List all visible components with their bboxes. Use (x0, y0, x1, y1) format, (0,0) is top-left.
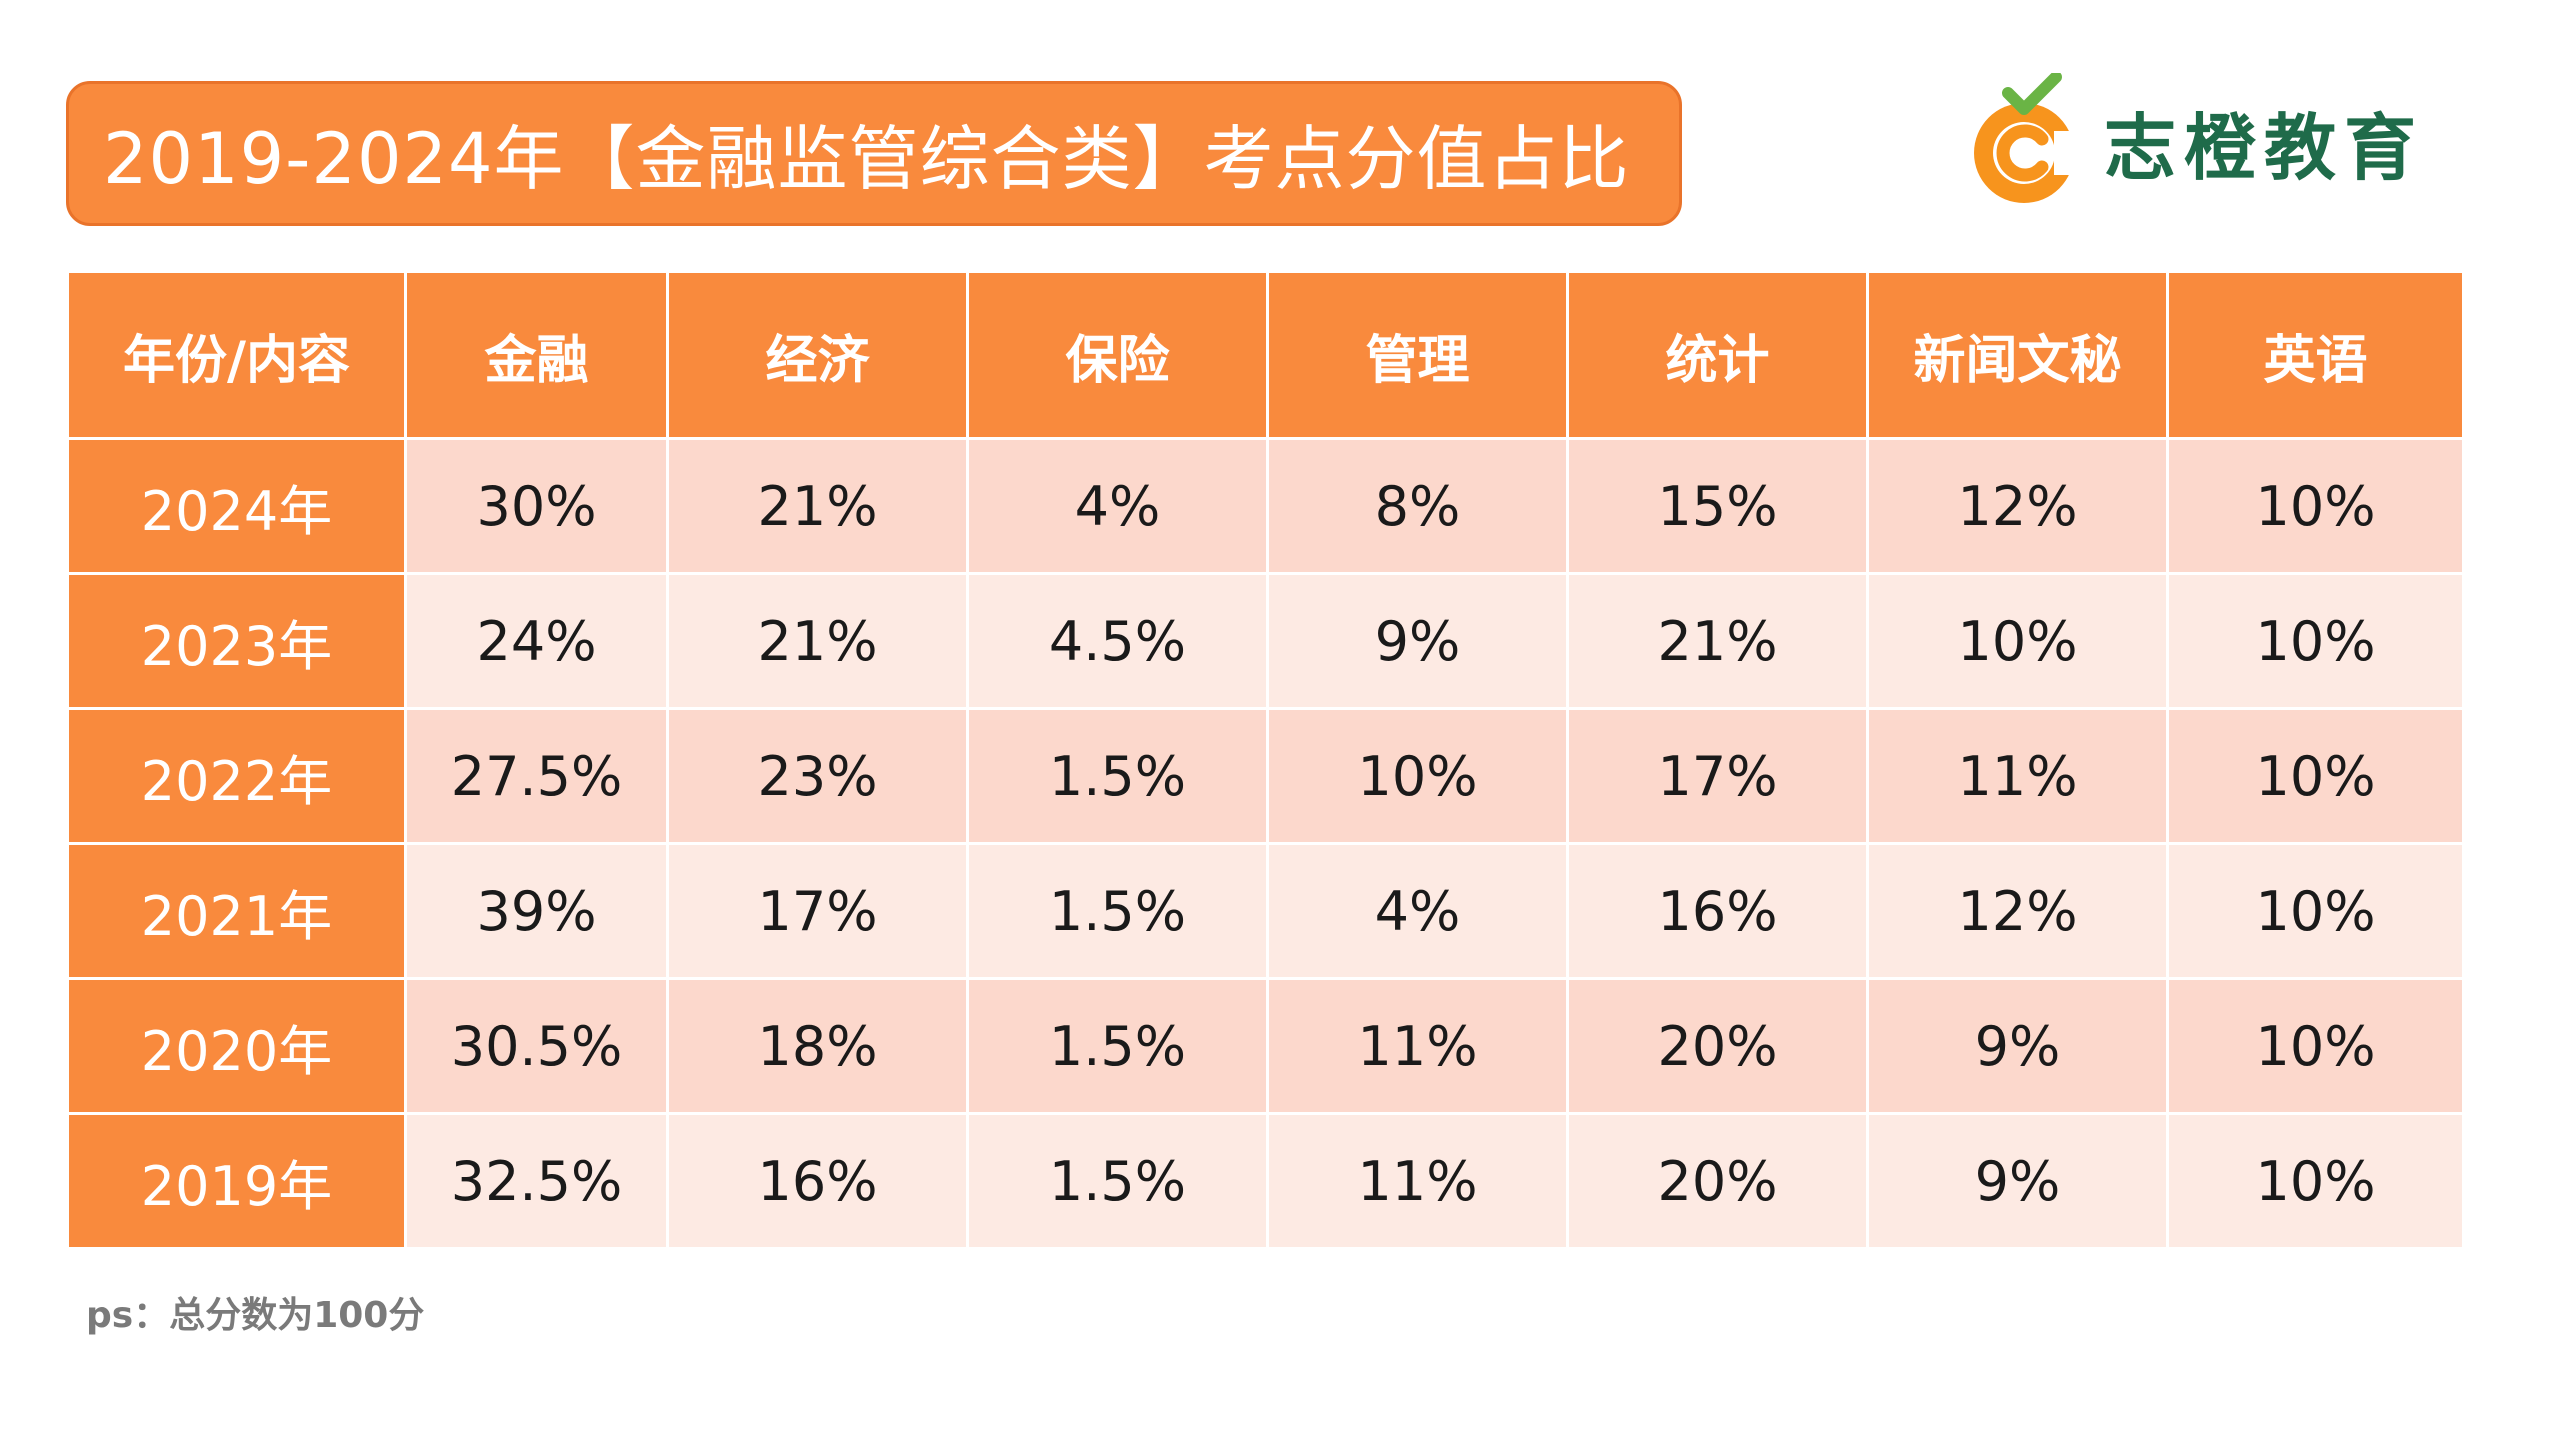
value-cell: 21% (666, 572, 969, 710)
value-cell: 24% (404, 572, 669, 710)
value-cell: 20% (1566, 977, 1869, 1115)
year-cell: 2022年 (66, 707, 407, 845)
value-cell: 9% (1866, 977, 2169, 1115)
value-cell: 17% (1566, 707, 1869, 845)
value-cell: 1.5% (966, 842, 1269, 980)
value-cell: 30% (404, 437, 669, 575)
value-cell: 17% (666, 842, 969, 980)
footnote: ps：总分数为100分 (86, 1295, 425, 1336)
value-cell: 10% (2166, 437, 2465, 575)
value-cell: 4.5% (966, 572, 1269, 710)
value-cell: 10% (1266, 707, 1569, 845)
year-cell: 2023年 (66, 572, 407, 710)
title-banner: 2019-2024年【金融监管综合类】考点分值占比 (66, 81, 1682, 226)
value-cell: 10% (2166, 572, 2465, 710)
value-cell: 32.5% (404, 1112, 669, 1250)
value-cell: 12% (1866, 842, 2169, 980)
value-cell: 10% (2166, 1112, 2465, 1250)
value-cell: 21% (666, 437, 969, 575)
value-cell: 11% (1266, 1112, 1569, 1250)
year-cell: 2019年 (66, 1112, 407, 1250)
value-cell: 1.5% (966, 1112, 1269, 1250)
header-english: 英语 (2166, 270, 2465, 440)
value-cell: 23% (666, 707, 969, 845)
header-insurance: 保险 (966, 270, 1269, 440)
value-cell: 10% (2166, 977, 2465, 1115)
value-cell: 21% (1566, 572, 1869, 710)
value-cell: 1.5% (966, 707, 1269, 845)
header-finance: 金融 (404, 270, 669, 440)
value-cell: 39% (404, 842, 669, 980)
value-cell: 9% (1866, 1112, 2169, 1250)
year-cell: 2021年 (66, 842, 407, 980)
header-management: 管理 (1266, 270, 1569, 440)
table-row: 2019年 32.5% 16% 1.5% 11% 20% 9% 10% (66, 1112, 2465, 1250)
header-news-secretarial: 新闻文秘 (1866, 270, 2169, 440)
value-cell: 16% (666, 1112, 969, 1250)
value-cell: 10% (1866, 572, 2169, 710)
value-cell: 16% (1566, 842, 1869, 980)
value-cell: 12% (1866, 437, 2169, 575)
value-cell: 15% (1566, 437, 1869, 575)
table-row: 2020年 30.5% 18% 1.5% 11% 20% 9% 10% (66, 977, 2465, 1115)
value-cell: 11% (1866, 707, 2169, 845)
value-cell: 1.5% (966, 977, 1269, 1115)
score-table: 年份/内容 金融 经济 保险 管理 统计 新闻文秘 英语 2024年 30% 2… (66, 270, 2465, 1250)
brand-name: 志橙教育 (2104, 105, 2425, 190)
year-cell: 2024年 (66, 437, 407, 575)
header-statistics: 统计 (1566, 270, 1869, 440)
value-cell: 4% (1266, 842, 1569, 980)
value-cell: 8% (1266, 437, 1569, 575)
value-cell: 10% (2166, 707, 2465, 845)
value-cell: 4% (966, 437, 1269, 575)
value-cell: 18% (666, 977, 969, 1115)
value-cell: 11% (1266, 977, 1569, 1115)
page-title: 2019-2024年【金融监管综合类】考点分值占比 (103, 118, 1630, 200)
orange-logo-icon (1968, 71, 2088, 209)
value-cell: 30.5% (404, 977, 669, 1115)
table-row: 2024年 30% 21% 4% 8% 15% 12% 10% (66, 437, 2465, 575)
value-cell: 27.5% (404, 707, 669, 845)
table-header-row: 年份/内容 金融 经济 保险 管理 统计 新闻文秘 英语 (66, 270, 2465, 440)
header-economics: 经济 (666, 270, 969, 440)
table-row: 2022年 27.5% 23% 1.5% 10% 17% 11% 10% (66, 707, 2465, 845)
value-cell: 9% (1266, 572, 1569, 710)
table-row: 2021年 39% 17% 1.5% 4% 16% 12% 10% (66, 842, 2465, 980)
value-cell: 20% (1566, 1112, 1869, 1250)
header-year-content: 年份/内容 (66, 270, 407, 440)
table-row: 2023年 24% 21% 4.5% 9% 21% 10% 10% (66, 572, 2465, 710)
value-cell: 10% (2166, 842, 2465, 980)
year-cell: 2020年 (66, 977, 407, 1115)
brand-logo: 志橙教育 (1968, 66, 2424, 216)
